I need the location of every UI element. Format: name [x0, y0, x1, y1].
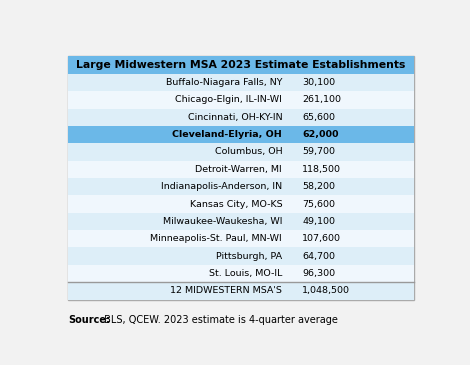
Bar	[68, 178, 414, 195]
Text: Buffalo-Niagara Falls, NY: Buffalo-Niagara Falls, NY	[165, 78, 282, 87]
Text: Detroit-Warren, MI: Detroit-Warren, MI	[196, 165, 282, 174]
Text: Cleveland-Elyria, OH: Cleveland-Elyria, OH	[172, 130, 282, 139]
Text: Chicago-Elgin, IL-IN-WI: Chicago-Elgin, IL-IN-WI	[175, 95, 282, 104]
Bar	[68, 57, 414, 74]
Text: Indianapolis-Anderson, IN: Indianapolis-Anderson, IN	[161, 182, 282, 191]
Text: 59,700: 59,700	[302, 147, 335, 157]
Text: 1,048,500: 1,048,500	[302, 287, 350, 295]
Text: Kansas City, MO-KS: Kansas City, MO-KS	[189, 200, 282, 208]
Text: 75,600: 75,600	[302, 200, 335, 208]
Text: BLS, QCEW. 2023 estimate is 4-quarter average: BLS, QCEW. 2023 estimate is 4-quarter av…	[102, 315, 338, 325]
Bar	[68, 74, 414, 91]
Text: Milwaukee-Waukesha, WI: Milwaukee-Waukesha, WI	[163, 217, 282, 226]
Bar	[68, 161, 414, 178]
Text: 118,500: 118,500	[302, 165, 341, 174]
Text: 58,200: 58,200	[302, 182, 335, 191]
Bar	[68, 108, 414, 126]
Text: 30,100: 30,100	[302, 78, 335, 87]
Text: Cincinnati, OH-KY-IN: Cincinnati, OH-KY-IN	[188, 113, 282, 122]
Text: 96,300: 96,300	[302, 269, 335, 278]
Text: Columbus, OH: Columbus, OH	[214, 147, 282, 157]
Text: 49,100: 49,100	[302, 217, 335, 226]
Text: 12 MIDWESTERN MSA'S: 12 MIDWESTERN MSA'S	[170, 287, 282, 295]
Text: Minneapolis-St. Paul, MN-WI: Minneapolis-St. Paul, MN-WI	[150, 234, 282, 243]
Bar	[68, 282, 414, 300]
Text: Source:: Source:	[68, 315, 110, 325]
Text: 62,000: 62,000	[302, 130, 339, 139]
Bar	[68, 143, 414, 161]
Bar	[68, 195, 414, 213]
Text: Pittsburgh, PA: Pittsburgh, PA	[216, 251, 282, 261]
Bar	[68, 247, 414, 265]
Text: 64,700: 64,700	[302, 251, 335, 261]
Text: 107,600: 107,600	[302, 234, 341, 243]
Bar	[68, 213, 414, 230]
Text: 261,100: 261,100	[302, 95, 341, 104]
Bar	[68, 126, 414, 143]
Text: Large Midwestern MSA 2023 Estimate Establishments: Large Midwestern MSA 2023 Estimate Estab…	[76, 60, 406, 70]
Bar	[68, 230, 414, 247]
Text: 65,600: 65,600	[302, 113, 335, 122]
Bar	[68, 91, 414, 108]
Bar	[68, 265, 414, 282]
Text: St. Louis, MO-IL: St. Louis, MO-IL	[209, 269, 282, 278]
